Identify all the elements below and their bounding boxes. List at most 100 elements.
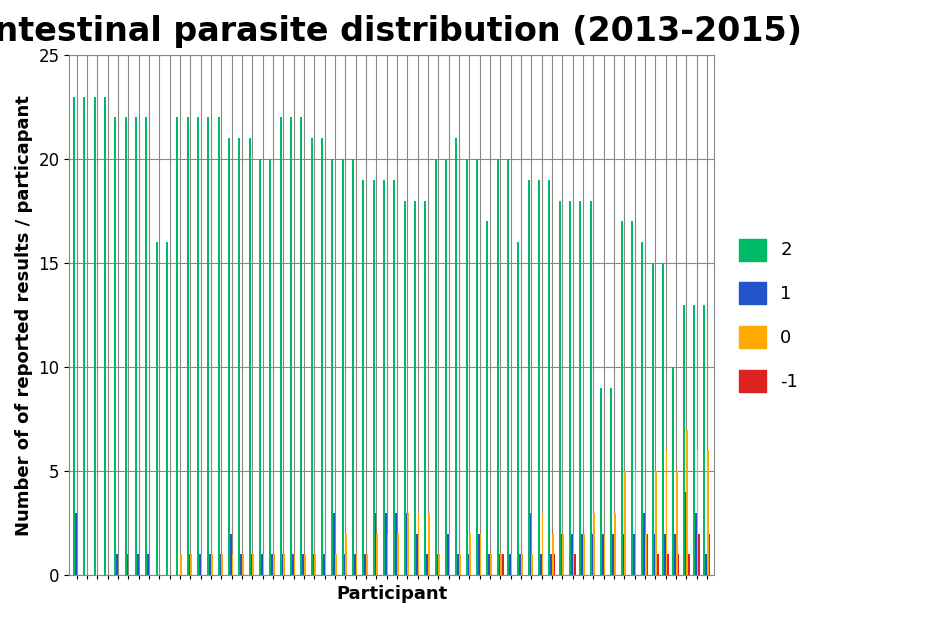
Bar xyxy=(290,117,292,575)
Bar xyxy=(373,180,375,575)
Bar xyxy=(321,138,323,575)
Bar xyxy=(593,513,595,575)
Bar xyxy=(335,554,337,575)
Bar xyxy=(705,554,707,575)
Bar xyxy=(125,117,127,575)
Bar xyxy=(621,221,622,575)
Bar xyxy=(263,554,264,575)
Bar xyxy=(673,367,674,575)
Bar xyxy=(467,554,469,575)
Bar xyxy=(259,159,261,575)
Bar xyxy=(383,180,385,575)
Bar xyxy=(240,554,242,575)
Bar xyxy=(500,554,502,575)
Bar xyxy=(221,554,223,575)
Bar xyxy=(476,159,478,575)
Bar xyxy=(188,554,190,575)
Bar xyxy=(517,242,519,575)
Bar xyxy=(230,534,232,575)
Bar xyxy=(324,554,326,575)
Bar xyxy=(499,554,500,575)
Bar xyxy=(641,242,643,575)
Bar xyxy=(232,554,234,575)
Bar xyxy=(375,513,377,575)
Bar xyxy=(436,554,438,575)
Bar xyxy=(698,534,700,575)
Bar xyxy=(394,180,395,575)
Bar xyxy=(542,513,543,575)
Bar xyxy=(342,159,343,575)
Bar xyxy=(209,554,211,575)
Bar xyxy=(709,534,710,575)
Bar xyxy=(114,117,116,575)
Bar xyxy=(572,534,574,575)
Bar xyxy=(521,554,523,575)
Bar xyxy=(416,534,417,575)
Bar xyxy=(273,554,274,575)
Bar xyxy=(251,554,253,575)
Bar xyxy=(511,554,513,575)
Bar xyxy=(676,471,677,575)
Bar xyxy=(447,534,448,575)
Bar xyxy=(528,180,530,575)
Bar xyxy=(610,388,612,575)
Bar xyxy=(686,430,688,575)
Bar xyxy=(465,159,467,575)
Bar xyxy=(282,554,283,575)
Bar xyxy=(662,263,664,575)
Bar xyxy=(549,180,551,575)
Bar xyxy=(631,221,633,575)
Bar xyxy=(190,554,192,575)
Bar xyxy=(707,451,709,575)
Bar xyxy=(249,138,251,575)
Bar xyxy=(502,554,504,575)
Bar xyxy=(612,534,614,575)
Bar xyxy=(622,534,624,575)
Bar xyxy=(177,117,178,575)
Bar xyxy=(135,117,137,575)
Bar xyxy=(657,554,658,575)
Bar xyxy=(323,554,324,575)
Bar xyxy=(272,554,273,575)
Bar xyxy=(666,451,667,575)
Bar xyxy=(656,471,657,575)
Bar xyxy=(589,201,591,575)
Bar xyxy=(633,534,635,575)
Bar xyxy=(448,534,450,575)
Bar xyxy=(197,117,199,575)
Bar xyxy=(385,513,387,575)
Bar xyxy=(75,513,77,575)
Bar xyxy=(688,554,690,575)
Bar xyxy=(270,159,272,575)
Bar xyxy=(569,201,570,575)
Bar xyxy=(683,305,685,575)
Bar xyxy=(345,534,347,575)
Bar xyxy=(435,159,436,575)
Bar xyxy=(677,554,679,575)
Bar xyxy=(354,554,356,575)
Bar xyxy=(156,242,158,575)
Bar xyxy=(552,534,553,575)
Bar xyxy=(228,138,230,575)
Bar xyxy=(624,471,626,575)
Bar xyxy=(645,534,647,575)
Bar xyxy=(304,554,306,575)
Bar xyxy=(94,96,96,575)
Bar xyxy=(406,513,408,575)
Bar xyxy=(532,554,533,575)
Bar xyxy=(538,180,540,575)
Bar xyxy=(104,96,106,575)
Bar xyxy=(395,513,397,575)
Legend: 2, 1, 0, -1: 2, 1, 0, -1 xyxy=(729,229,807,400)
Bar xyxy=(519,554,521,575)
Bar xyxy=(201,554,202,575)
Bar xyxy=(261,554,263,575)
Bar xyxy=(207,117,209,575)
Bar xyxy=(352,159,354,575)
Y-axis label: Number of of reported results / particapant: Number of of reported results / particap… xyxy=(15,95,33,536)
Bar xyxy=(643,513,645,575)
Bar xyxy=(73,96,75,575)
Bar xyxy=(211,554,213,575)
Bar xyxy=(425,201,427,575)
Bar xyxy=(199,554,201,575)
